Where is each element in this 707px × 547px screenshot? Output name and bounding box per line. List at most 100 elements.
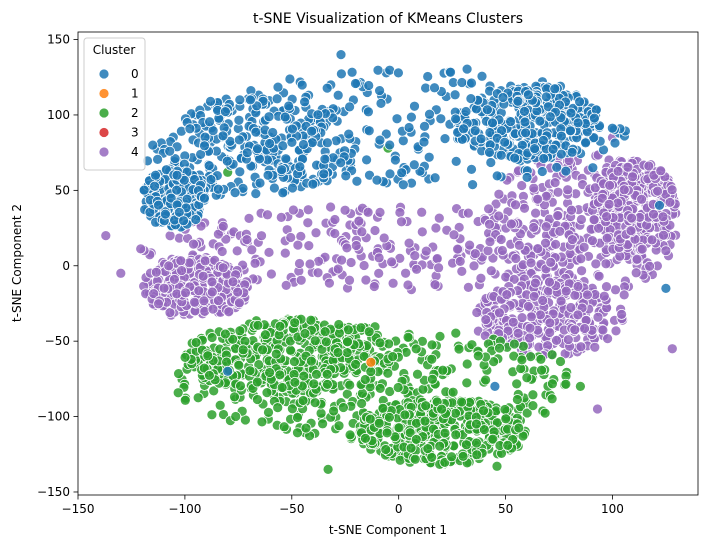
data-point xyxy=(252,143,263,155)
data-point xyxy=(306,137,318,148)
data-point xyxy=(373,417,385,429)
data-point xyxy=(602,333,613,344)
data-point xyxy=(409,250,421,261)
data-point xyxy=(263,247,275,258)
data-point xyxy=(618,184,630,196)
data-point xyxy=(461,63,473,75)
data-point xyxy=(147,139,159,151)
data-point xyxy=(439,427,451,439)
data-point xyxy=(393,422,405,434)
data-point xyxy=(356,398,367,409)
data-point xyxy=(310,227,322,239)
data-point xyxy=(192,392,204,404)
data-point xyxy=(285,232,297,243)
data-point xyxy=(587,235,598,246)
data-point xyxy=(148,288,160,299)
data-point xyxy=(381,427,393,439)
data-point xyxy=(309,335,321,347)
data-point xyxy=(527,389,539,401)
data-point xyxy=(374,383,386,394)
x-tick-label: −100 xyxy=(168,502,201,516)
x-tick-label: 100 xyxy=(601,502,624,516)
y-tick-label: 150 xyxy=(47,33,70,47)
data-point xyxy=(666,343,678,355)
data-point xyxy=(287,123,298,135)
data-point xyxy=(221,155,233,167)
data-point xyxy=(544,276,555,288)
data-point xyxy=(482,104,493,116)
data-point xyxy=(335,49,347,60)
data-point xyxy=(566,204,577,216)
data-point xyxy=(494,307,505,319)
data-point xyxy=(643,160,655,172)
data-point xyxy=(436,403,447,415)
data-point xyxy=(283,100,295,112)
data-point xyxy=(487,117,498,129)
data-point xyxy=(205,96,216,107)
data-point xyxy=(560,378,572,390)
data-point xyxy=(580,137,591,149)
data-point xyxy=(482,245,494,257)
data-point xyxy=(346,66,358,78)
data-point xyxy=(253,359,265,370)
data-point xyxy=(330,135,342,147)
data-point xyxy=(456,396,467,408)
data-point xyxy=(358,260,370,271)
data-point xyxy=(390,154,401,166)
data-point xyxy=(386,256,397,268)
data-point xyxy=(565,125,576,137)
data-point xyxy=(365,356,377,368)
data-point xyxy=(511,378,523,390)
data-point xyxy=(266,268,277,280)
data-point xyxy=(279,111,291,123)
data-point xyxy=(424,108,435,120)
data-point xyxy=(521,407,533,419)
data-point xyxy=(610,284,621,296)
data-point xyxy=(528,222,539,233)
data-point xyxy=(321,82,333,94)
data-point xyxy=(250,126,262,138)
data-point xyxy=(410,343,422,355)
data-point xyxy=(461,439,472,451)
data-point xyxy=(657,211,669,223)
data-point xyxy=(319,153,331,165)
data-point xyxy=(234,297,245,309)
data-point xyxy=(589,112,600,124)
data-point xyxy=(499,404,511,415)
data-point xyxy=(520,127,531,139)
data-point xyxy=(178,215,189,227)
data-point xyxy=(298,370,310,382)
y-tick-label: −50 xyxy=(45,334,70,348)
data-point xyxy=(303,240,315,251)
data-point xyxy=(461,358,473,370)
data-point xyxy=(625,225,637,236)
data-point xyxy=(525,257,537,269)
data-point xyxy=(344,429,356,441)
data-point xyxy=(648,208,659,220)
data-point xyxy=(555,356,566,367)
data-point xyxy=(403,237,415,249)
data-point xyxy=(163,260,175,272)
data-point xyxy=(375,98,387,109)
data-point xyxy=(423,151,435,163)
data-point xyxy=(317,418,328,430)
data-point xyxy=(233,359,245,371)
data-point xyxy=(439,133,451,144)
data-point xyxy=(572,281,584,292)
data-point xyxy=(251,376,263,388)
data-point xyxy=(523,301,534,312)
data-point xyxy=(138,184,150,196)
data-point xyxy=(516,180,528,191)
data-point xyxy=(575,381,586,392)
data-point xyxy=(374,207,386,218)
data-point xyxy=(206,276,218,288)
data-point xyxy=(593,222,604,234)
data-point xyxy=(551,162,563,173)
data-point xyxy=(437,364,449,376)
data-point xyxy=(460,106,472,117)
data-point xyxy=(306,125,318,137)
data-point xyxy=(312,109,324,121)
data-point xyxy=(384,139,396,151)
data-point xyxy=(411,263,422,275)
data-point xyxy=(552,186,564,198)
